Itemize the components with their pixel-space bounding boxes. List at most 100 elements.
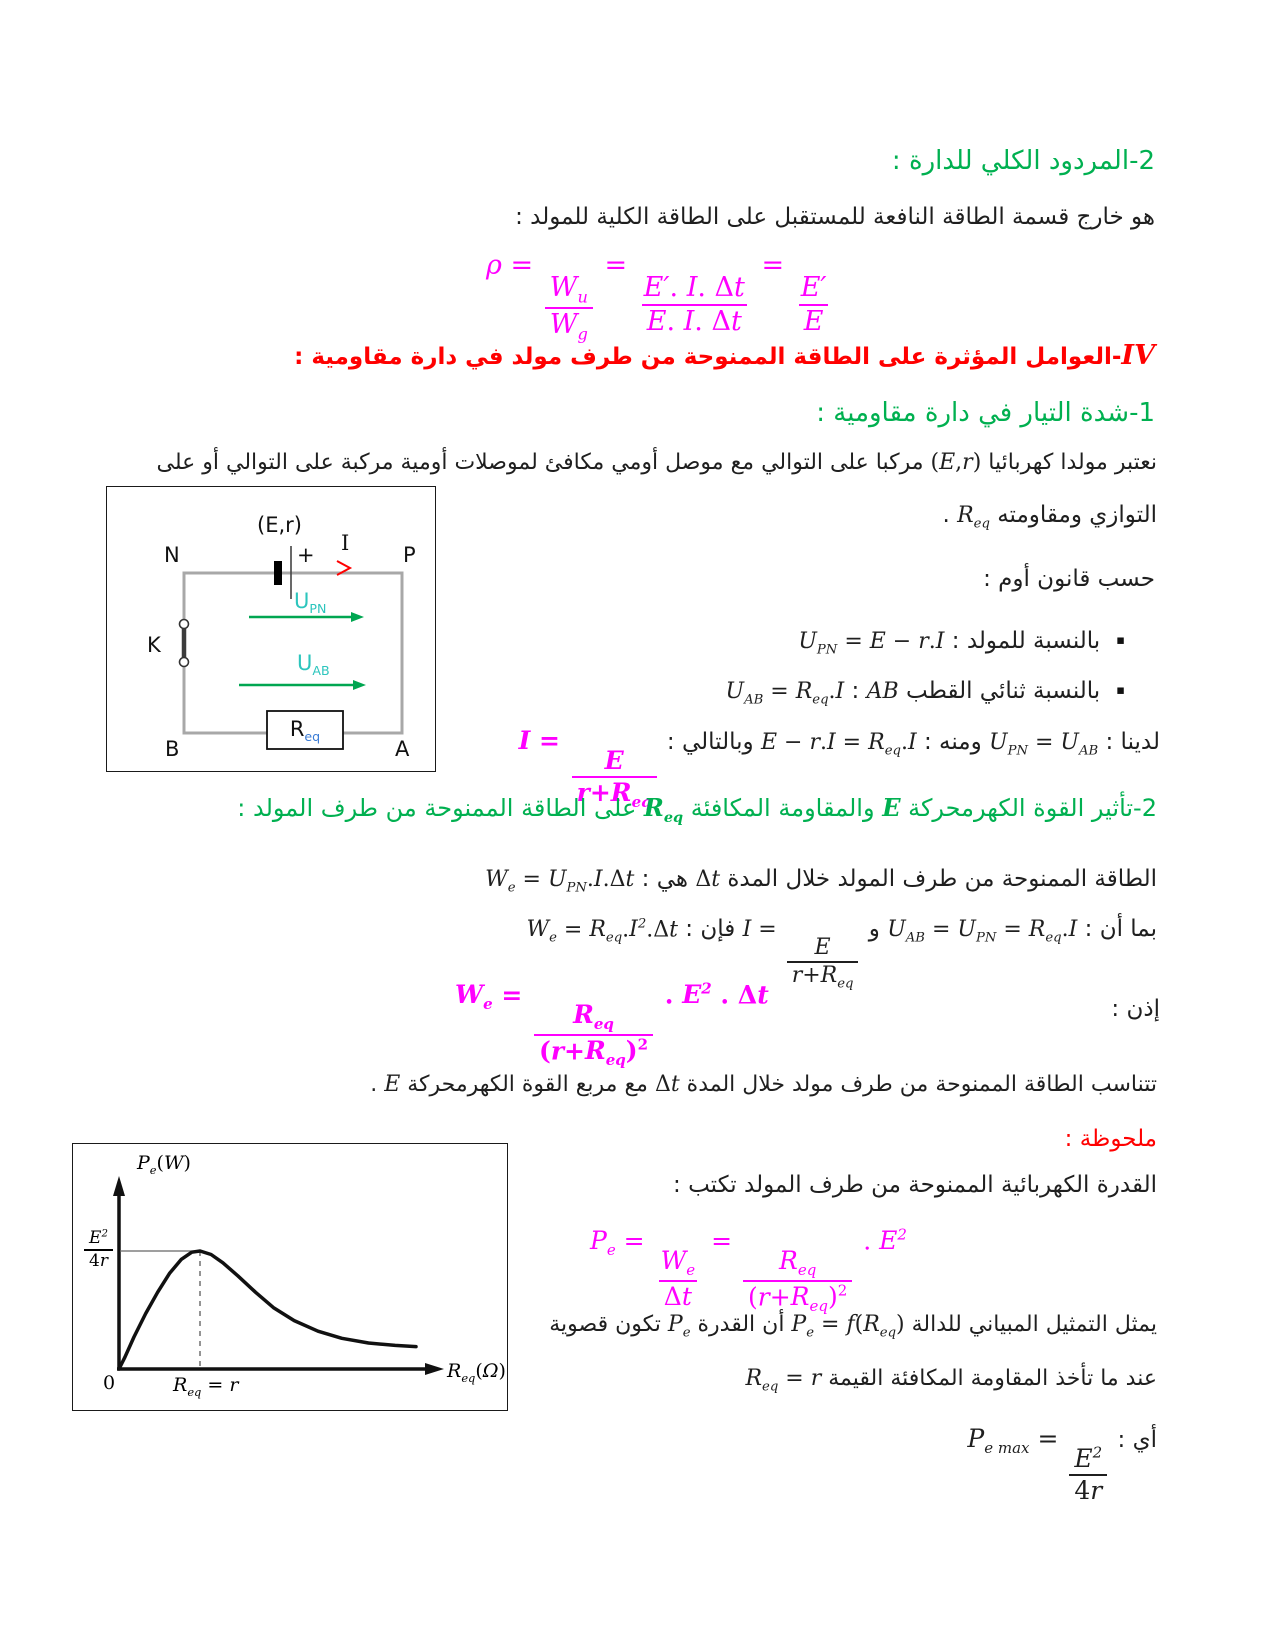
ohm-law-text: حسب قانون أوم : [983, 566, 1155, 592]
energy-final-formula: We = Req (r+Req)2 . E2 . Δt [455, 980, 769, 1070]
parallel-dot: . [942, 502, 958, 528]
upn-uab-formula: UPN = UAB [989, 730, 1099, 759]
switch-label: K [147, 633, 161, 657]
battery-icon [274, 561, 282, 585]
graph-desc-text-c: تكون قصوية [549, 1312, 668, 1337]
energy-text-a: الطاقة الممنوحة من طرف المولد خلال المدة [720, 866, 1157, 892]
bittali-text: وبالتالي : [659, 729, 761, 755]
circuit-svg [178, 546, 404, 750]
section-iv-title: IV-العوامل المؤثرة على الطاقة الممنوحة م… [294, 340, 1155, 371]
bullet-square-icon-2: ▪ [1116, 683, 1125, 698]
minhu-text: ومنه : [916, 729, 990, 755]
prop-text-c: . [370, 1072, 385, 1097]
dt-inline-math: Δt [695, 867, 721, 892]
prop-text-a: تتناسب الطاقة الممنوحة من طرف مولد خلال … [679, 1072, 1157, 1097]
efficiency-definition-text: هو خارج قسمة الطاقة النافعة للمستقبل على… [515, 204, 1155, 230]
since-text-a: بما أن : [1077, 916, 1157, 942]
max-power-formula: Pe max = E2 4r [967, 1424, 1110, 1506]
upn-ohm-formula: UPN = E − r.I [798, 629, 945, 658]
switch-contact-top [178, 618, 190, 630]
section-effect-title: 2-تأثير القوة الكهرمحركة E والمقاومة الم… [237, 793, 1157, 826]
effect-title-E: E [882, 793, 901, 822]
graph-xtick-label: Req = r [173, 1374, 239, 1399]
uab-ohm-formula: UAB = Req.I [725, 679, 845, 708]
graph-ymax-label: E2 4r [81, 1214, 116, 1272]
switch-contact-bottom [178, 656, 190, 668]
ladayna-text: لدينا : [1098, 729, 1160, 755]
consider-text-b: مركبا على التوالي مع موصل أومي مكافئ لمو… [156, 450, 931, 475]
req-resistor-box [266, 710, 344, 750]
x-axis-arrow [425, 1363, 444, 1375]
battery-plus-sign: + [297, 543, 315, 567]
note-label: ملحوظة : [1064, 1126, 1157, 1152]
circuit-label-er: (E,r) [257, 513, 302, 537]
section-current-title: 1-شدة التيار في دارة مقاومية : [816, 398, 1155, 428]
uab-arrow-head [353, 680, 366, 690]
req-inline-math: Req [957, 503, 990, 532]
we-req-i2-formula: We = Req.I2.Δt [526, 916, 678, 946]
consider-generator-text: نعتبر مولدا كهربائيا (E,r) مركبا على الت… [157, 450, 1157, 475]
prop-text-b: مع مربع القوة الكهرمحركة [400, 1072, 655, 1097]
uab-voltage-label: UAB [297, 651, 330, 679]
parallel-text: التوازي ومقاومته [989, 502, 1157, 528]
circuit-node-n: N [164, 543, 180, 567]
graph-x-axis-label: Req(Ω) [447, 1360, 506, 1385]
circuit-node-p: P [403, 543, 416, 567]
section-iv-numeral: IV [1121, 340, 1155, 371]
upn-voltage-label: UPN [294, 589, 327, 617]
graph-description-line-2: عند ما تأخذ المقاومة المكافئة القيمة Req… [745, 1366, 1157, 1394]
energy-expression-line: الطاقة الممنوحة من طرف المولد خلال المدة… [485, 866, 1157, 895]
circuit-figure: (E,r) N P + I UPN K UAB Req B A [106, 486, 436, 772]
max-power-line: أي : Pe max = E2 4r [967, 1424, 1157, 1506]
circuit-node-b: B [165, 737, 180, 761]
generator-er-math: (E,r) [930, 450, 982, 475]
section-iv-text: -العوامل المؤثرة على الطاقة الممنوحة من … [294, 344, 1122, 370]
section-efficiency-title: 2-المردود الكلي للدارة : [891, 146, 1155, 176]
y-axis-arrow [113, 1176, 125, 1196]
bullet-generator-text: بالنسبة للمولد : [944, 628, 1101, 654]
effect-title-a: 2-تأثير القوة الكهرمحركة [900, 794, 1157, 822]
power-formula: Pe = We Δt = Req (r+Req)2 . E2 [590, 1226, 907, 1316]
circuit-wires [182, 571, 404, 735]
req-equals-r-formula: Req = r [745, 1366, 822, 1395]
we-upn-formula: We = UPN.I.Δt [485, 867, 635, 896]
current-arrow-icon [336, 560, 353, 576]
ab-inline-math: AB [866, 679, 899, 704]
upn-arrow-head [351, 612, 364, 622]
e-inline-math: E [384, 1072, 401, 1097]
emf-equality-formula: E − r.I = Req.I [760, 730, 917, 759]
bullet-dipole-text-a: بالنسبة ثنائي القطب [898, 678, 1101, 704]
graph-description-line-1: يمثل التمثيل المبياني للدالة Pe = f(Req)… [549, 1312, 1157, 1340]
pe-curve [117, 1249, 418, 1371]
graph-y-axis-label: Pe(W) [137, 1152, 191, 1177]
power-definition-line: القدرة الكهربائية الممنوحة من طرف المولد… [673, 1172, 1157, 1198]
power-graph-svg [113, 1176, 444, 1375]
graph-desc-text-b: أن القدرة [690, 1312, 792, 1337]
current-label: I [341, 531, 350, 555]
effect-title-Req: Req [643, 793, 684, 826]
pe-inline-math: Pe [667, 1312, 691, 1341]
req-resistor-label: Req [289, 717, 321, 745]
since-text-b: و [861, 916, 888, 942]
ay-text: أي : [1110, 1427, 1157, 1453]
energy-text-b: هي : [634, 866, 696, 892]
graph-desc-text-a: يمثل التمثيل المبياني للدالة [904, 1312, 1157, 1337]
graph-desc2-text: عند ما تأخذ المقاومة المكافئة القيمة [821, 1366, 1157, 1391]
bullet-dipole-text-b: : [844, 678, 867, 704]
graph-origin-label: 0 [103, 1372, 116, 1394]
pe-f-req-formula: Pe = f(Req) [791, 1312, 905, 1341]
power-graph-figure: Pe(W) E2 4r 0 Req = r Req(Ω) [72, 1143, 508, 1411]
effect-title-c: على الطاقة الممنوحة من طرف المولد : [237, 794, 644, 822]
bullet-dipole-line: ▪ بالنسبة ثنائي القطب AB : UAB = Req.I [726, 678, 1125, 707]
derivation-line: لدينا : UPN = UAB ومنه : E − r.I = Req.I… [519, 726, 1160, 812]
effect-title-b: والمقاومة المكافئة [683, 794, 883, 822]
proportionality-line: تتناسب الطاقة الممنوحة من طرف مولد خلال … [370, 1072, 1157, 1097]
uab-upn-req-formula: UAB = UPN = Req.I [887, 917, 1078, 946]
bullet-generator-line: ▪ بالنسبة للمولد : UPN = E − r.I [798, 628, 1125, 657]
consider-text-a: نعتبر مولدا كهربائيا [981, 450, 1157, 475]
therefore-label: إذن : [1111, 996, 1160, 1022]
